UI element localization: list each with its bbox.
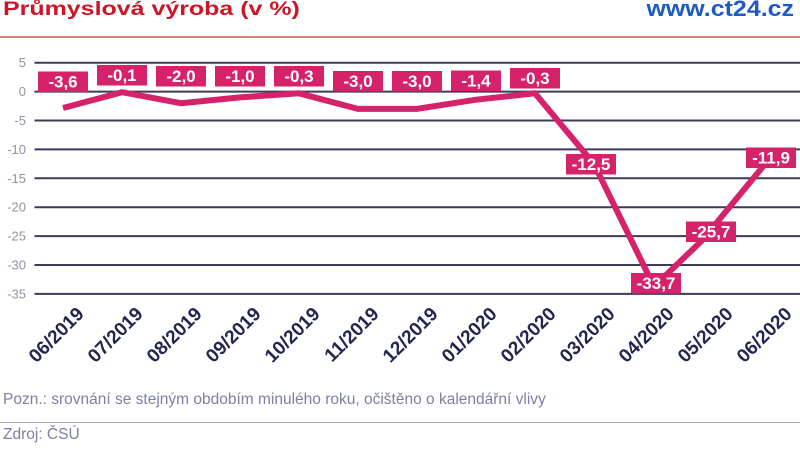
svg-text:02/2020: 02/2020	[497, 304, 560, 367]
svg-text:-0,3: -0,3	[520, 69, 549, 88]
svg-text:-0,1: -0,1	[107, 66, 136, 85]
svg-text:-3,0: -3,0	[402, 72, 431, 91]
svg-text:-25: -25	[7, 229, 26, 244]
svg-text:-1,4: -1,4	[461, 72, 491, 91]
svg-text:04/2020: 04/2020	[615, 304, 678, 367]
svg-text:05/2020: 05/2020	[674, 304, 737, 367]
svg-text:-35: -35	[7, 286, 26, 301]
svg-text:-11,9: -11,9	[752, 149, 790, 168]
svg-text:-10: -10	[7, 142, 26, 157]
svg-text:10/2019: 10/2019	[261, 304, 324, 367]
svg-text:06/2020: 06/2020	[733, 304, 796, 367]
svg-text:-0,3: -0,3	[284, 67, 313, 86]
svg-text:-25,7: -25,7	[692, 223, 731, 242]
svg-text:-1,0: -1,0	[225, 67, 254, 86]
svg-text:-5: -5	[14, 113, 26, 128]
svg-text:-3,6: -3,6	[48, 73, 77, 92]
svg-text:5: 5	[19, 55, 26, 70]
svg-text:06/2019: 06/2019	[25, 304, 88, 367]
svg-text:-30: -30	[7, 258, 26, 273]
svg-text:0: 0	[19, 84, 26, 99]
svg-text:-20: -20	[7, 200, 26, 215]
svg-text:-33,7: -33,7	[637, 274, 676, 293]
svg-text:-3,0: -3,0	[343, 72, 372, 91]
svg-text:12/2019: 12/2019	[379, 304, 442, 367]
svg-text:-12,5: -12,5	[572, 155, 611, 174]
svg-text:09/2019: 09/2019	[202, 304, 265, 367]
svg-text:-15: -15	[7, 171, 26, 186]
svg-text:11/2019: 11/2019	[321, 304, 384, 367]
svg-text:03/2020: 03/2020	[556, 304, 619, 367]
svg-text:07/2019: 07/2019	[84, 304, 147, 367]
svg-text:01/2020: 01/2020	[438, 304, 501, 367]
svg-text:-2,0: -2,0	[166, 67, 195, 86]
svg-text:08/2019: 08/2019	[143, 304, 206, 367]
